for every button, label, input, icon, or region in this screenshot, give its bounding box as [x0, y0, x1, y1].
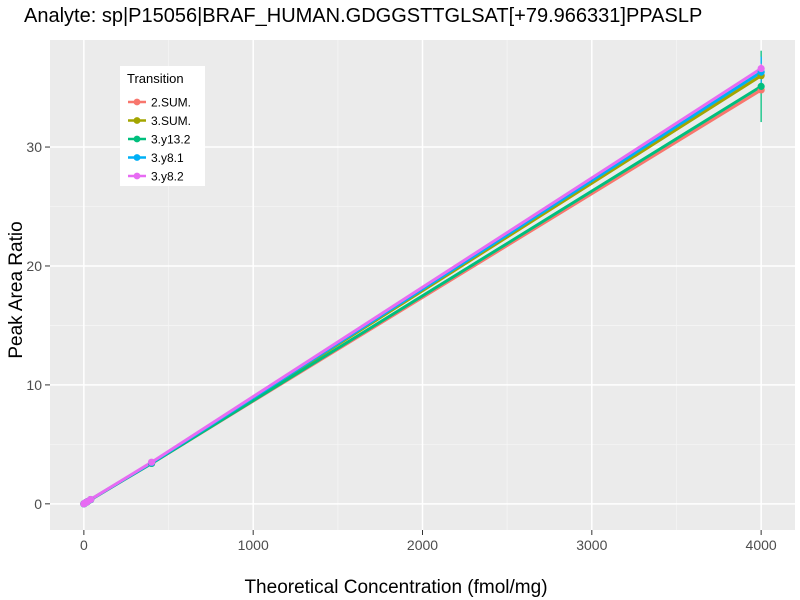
x-axis-label: Theoretical Concentration (fmol/mg)	[244, 577, 547, 598]
legend-items: 2.SUM. 3.SUM. 3.y13.2 3.y8.1 3.y8.2	[128, 96, 191, 184]
legend: Transition 2.SUM. 3.SUM. 3.y13.2 3.y8.1 3.y8…	[120, 66, 205, 186]
legend-label: 3.y13.2	[151, 133, 191, 147]
x-axis: 0 1000 2000 3000 4000	[80, 530, 777, 553]
x-tick-label: 3000	[576, 537, 607, 553]
y-tick-label: 30	[26, 139, 42, 155]
legend-key-point	[133, 117, 141, 124]
legend-key-point	[133, 135, 141, 143]
legend-key-point	[133, 98, 141, 106]
legend-label: 2.SUM.	[151, 96, 191, 110]
x-tick-label: 1000	[238, 537, 269, 553]
series-layer	[80, 50, 765, 508]
legend-label: 3.y8.2	[151, 170, 184, 184]
legend-key-point	[133, 154, 141, 161]
y-tick-label: 0	[34, 496, 42, 512]
y-axis-label: Peak Area Ratio	[6, 221, 27, 358]
legend-box	[120, 66, 205, 186]
data-point	[757, 64, 765, 73]
chart-title: Analyte: sp|P15056|BRAF_HUMAN.GDGGSTTGLS…	[24, 5, 702, 27]
y-tick-label: 10	[26, 377, 42, 393]
legend-title: Transition	[127, 71, 184, 86]
x-tick-label: 0	[80, 537, 88, 553]
legend-label: 3.y8.1	[151, 151, 184, 165]
data-point	[147, 458, 156, 466]
data-point	[87, 495, 95, 504]
legend-label: 3.SUM.	[151, 114, 191, 128]
x-tick-label: 2000	[407, 537, 438, 553]
legend-key-point	[133, 172, 141, 180]
data-point	[757, 82, 765, 90]
y-axis: 0 10 20 30	[26, 139, 50, 512]
y-tick-label: 20	[26, 258, 42, 274]
x-tick-label: 4000	[746, 537, 777, 553]
